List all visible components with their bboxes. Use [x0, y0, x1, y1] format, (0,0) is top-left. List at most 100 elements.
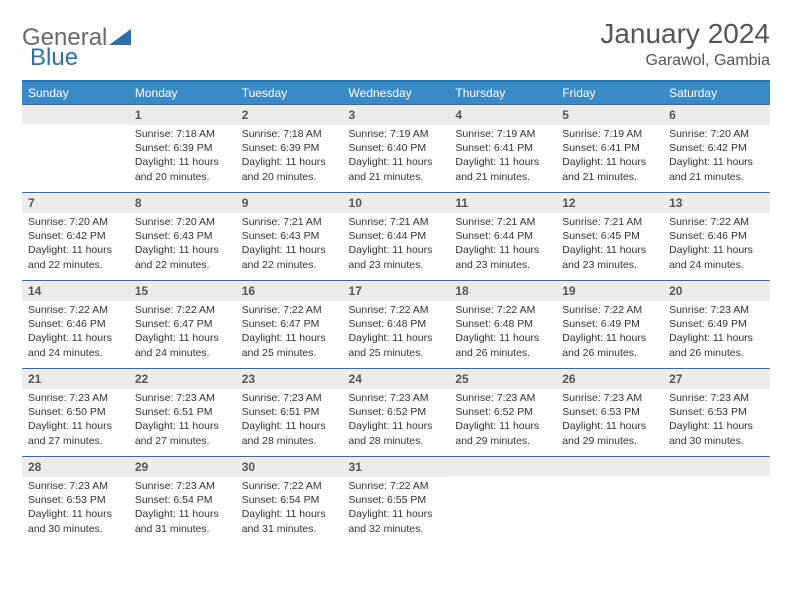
sunrise-line: Sunrise: 7:20 AM: [28, 215, 123, 229]
day-number: 2: [236, 104, 343, 125]
sunset-line: Sunset: 6:41 PM: [455, 141, 550, 155]
day-number: 27: [663, 368, 770, 389]
sunset-line: Sunset: 6:50 PM: [28, 405, 123, 419]
sunset-line: Sunset: 6:51 PM: [135, 405, 230, 419]
daylight-line: Daylight: 11 hours and 30 minutes.: [28, 507, 123, 535]
sunset-line: Sunset: 6:49 PM: [669, 317, 764, 331]
calendar-cell: 24Sunrise: 7:23 AMSunset: 6:52 PMDayligh…: [343, 368, 450, 456]
calendar-cell: 3Sunrise: 7:19 AMSunset: 6:40 PMDaylight…: [343, 104, 450, 192]
sunset-line: Sunset: 6:43 PM: [242, 229, 337, 243]
day-number: 3: [343, 104, 450, 125]
calendar-cell: 4 Sunrise: 7:19 AMSunset: 6:41 PMDaylight…: [449, 104, 556, 192]
sunrise-line: Sunrise: 7:23 AM: [669, 391, 764, 405]
sunrise-line: Sunrise: 7:23 AM: [28, 479, 123, 493]
calendar-head: SundayMondayTuesdayWednesdayThursdayFrid…: [22, 81, 770, 104]
calendar-cell: 21Sunrise: 7:23 AMSunset: 6:50 PMDayligh…: [22, 368, 129, 456]
day-number: 22: [129, 368, 236, 389]
daylight-line: Daylight: 11 hours and 22 minutes.: [242, 243, 337, 271]
sunset-line: Sunset: 6:52 PM: [455, 405, 550, 419]
sunset-line: Sunset: 6:54 PM: [242, 493, 337, 507]
brand-part2: Blue: [30, 44, 78, 71]
calendar-cell: 16Sunrise: 7:22 AMSunset: 6:47 PMDayligh…: [236, 280, 343, 368]
day-details: Sunrise: 7:22 AMSunset: 6:48 PMDaylight:…: [343, 301, 450, 364]
day-number: 23: [236, 368, 343, 389]
calendar-cell: 11Sunrise: 7:21 AMSunset: 6:44 PMDayligh…: [449, 192, 556, 280]
brand-triangle-icon: [109, 29, 131, 47]
daylight-line: Daylight: 11 hours and 28 minutes.: [242, 419, 337, 447]
day-number: 17: [343, 280, 450, 301]
daylight-line: Daylight: 11 hours and 20 minutes.: [135, 155, 230, 183]
day-number: 31: [343, 456, 450, 477]
sunset-line: Sunset: 6:41 PM: [562, 141, 657, 155]
calendar-week-row: 14Sunrise: 7:22 AMSunset: 6:46 PMDayligh…: [22, 280, 770, 368]
calendar-cell: 17Sunrise: 7:22 AMSunset: 6:48 PMDayligh…: [343, 280, 450, 368]
sunrise-line: Sunrise: 7:19 AM: [455, 127, 550, 141]
empty-day: [663, 456, 770, 476]
day-details: Sunrise: 7:22 AMSunset: 6:46 PMDaylight:…: [663, 213, 770, 276]
calendar-cell: 1Sunrise: 7:18 AMSunset: 6:39 PMDaylight…: [129, 104, 236, 192]
sunset-line: Sunset: 6:42 PM: [669, 141, 764, 155]
day-number: 29: [129, 456, 236, 477]
sunrise-line: Sunrise: 7:23 AM: [349, 391, 444, 405]
day-number: 16: [236, 280, 343, 301]
day-number: 4: [449, 104, 556, 125]
calendar-cell: 7Sunrise: 7:20 AMSunset: 6:42 PMDaylight…: [22, 192, 129, 280]
day-number: 15: [129, 280, 236, 301]
daylight-line: Daylight: 11 hours and 24 minutes.: [28, 331, 123, 359]
day-details: Sunrise: 7:20 AMSunset: 6:42 PMDaylight:…: [663, 125, 770, 188]
header: General January 2024 Garawol, Gambia: [22, 18, 770, 70]
sunrise-line: Sunrise: 7:23 AM: [28, 391, 123, 405]
day-number: 9: [236, 192, 343, 213]
sunrise-line: Sunrise: 7:22 AM: [242, 479, 337, 493]
sunrise-line: Sunrise: 7:23 AM: [242, 391, 337, 405]
calendar-body: 1Sunrise: 7:18 AMSunset: 6:39 PMDaylight…: [22, 104, 770, 544]
day-details: Sunrise: 7:23 AMSunset: 6:53 PMDaylight:…: [22, 477, 129, 540]
sunset-line: Sunset: 6:39 PM: [242, 141, 337, 155]
daylight-line: Daylight: 11 hours and 27 minutes.: [28, 419, 123, 447]
day-details: Sunrise: 7:23 AMSunset: 6:49 PMDaylight:…: [663, 301, 770, 364]
day-details: Sunrise: 7:23 AMSunset: 6:51 PMDaylight:…: [236, 389, 343, 452]
sunrise-line: Sunrise: 7:21 AM: [562, 215, 657, 229]
sunset-line: Sunset: 6:53 PM: [562, 405, 657, 419]
day-number: 10: [343, 192, 450, 213]
day-details: Sunrise: 7:23 AMSunset: 6:50 PMDaylight:…: [22, 389, 129, 452]
calendar-cell: 22Sunrise: 7:23 AMSunset: 6:51 PMDayligh…: [129, 368, 236, 456]
sunset-line: Sunset: 6:46 PM: [28, 317, 123, 331]
sunrise-line: Sunrise: 7:22 AM: [669, 215, 764, 229]
sunset-line: Sunset: 6:40 PM: [349, 141, 444, 155]
daylight-line: Daylight: 11 hours and 30 minutes.: [669, 419, 764, 447]
sunrise-line: Sunrise: 7:22 AM: [455, 303, 550, 317]
weekday-header: Monday: [129, 81, 236, 104]
calendar-cell: 14Sunrise: 7:22 AMSunset: 6:46 PMDayligh…: [22, 280, 129, 368]
calendar-cell: 10Sunrise: 7:21 AMSunset: 6:44 PMDayligh…: [343, 192, 450, 280]
daylight-line: Daylight: 11 hours and 25 minutes.: [349, 331, 444, 359]
day-details: Sunrise: 7:21 AMSunset: 6:43 PMDaylight:…: [236, 213, 343, 276]
calendar-table: SundayMondayTuesdayWednesdayThursdayFrid…: [22, 80, 770, 544]
day-number: 26: [556, 368, 663, 389]
day-details: Sunrise: 7:21 AMSunset: 6:45 PMDaylight:…: [556, 213, 663, 276]
calendar-cell: 13Sunrise: 7:22 AMSunset: 6:46 PMDayligh…: [663, 192, 770, 280]
sunrise-line: Sunrise: 7:19 AM: [562, 127, 657, 141]
day-number: 19: [556, 280, 663, 301]
day-number: 18: [449, 280, 556, 301]
day-number: 12: [556, 192, 663, 213]
sunrise-line: Sunrise: 7:21 AM: [242, 215, 337, 229]
weekday-row: SundayMondayTuesdayWednesdayThursdayFrid…: [22, 81, 770, 104]
calendar-week-row: 1Sunrise: 7:18 AMSunset: 6:39 PMDaylight…: [22, 104, 770, 192]
day-number: 11: [449, 192, 556, 213]
daylight-line: Daylight: 11 hours and 21 minutes.: [455, 155, 550, 183]
sunset-line: Sunset: 6:43 PM: [135, 229, 230, 243]
calendar-cell: 6Sunrise: 7:20 AMSunset: 6:42 PMDaylight…: [663, 104, 770, 192]
sunrise-line: Sunrise: 7:22 AM: [562, 303, 657, 317]
day-number: 25: [449, 368, 556, 389]
sunrise-line: Sunrise: 7:22 AM: [349, 479, 444, 493]
day-details: Sunrise: 7:23 AMSunset: 6:53 PMDaylight:…: [556, 389, 663, 452]
weekday-header: Wednesday: [343, 81, 450, 104]
calendar-cell: 2Sunrise: 7:18 AMSunset: 6:39 PMDaylight…: [236, 104, 343, 192]
day-details: Sunrise: 7:22 AMSunset: 6:47 PMDaylight:…: [236, 301, 343, 364]
daylight-line: Daylight: 11 hours and 23 minutes.: [562, 243, 657, 271]
day-number: 24: [343, 368, 450, 389]
daylight-line: Daylight: 11 hours and 32 minutes.: [349, 507, 444, 535]
month-title: January 2024: [600, 18, 770, 50]
day-number: 28: [22, 456, 129, 477]
